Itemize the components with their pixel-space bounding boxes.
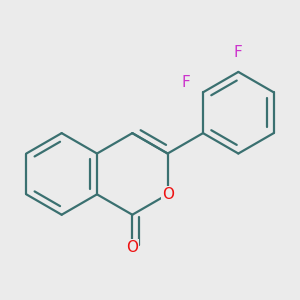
Text: F: F bbox=[182, 75, 190, 90]
Text: O: O bbox=[126, 240, 138, 255]
Text: F: F bbox=[234, 45, 243, 60]
Text: O: O bbox=[162, 187, 174, 202]
